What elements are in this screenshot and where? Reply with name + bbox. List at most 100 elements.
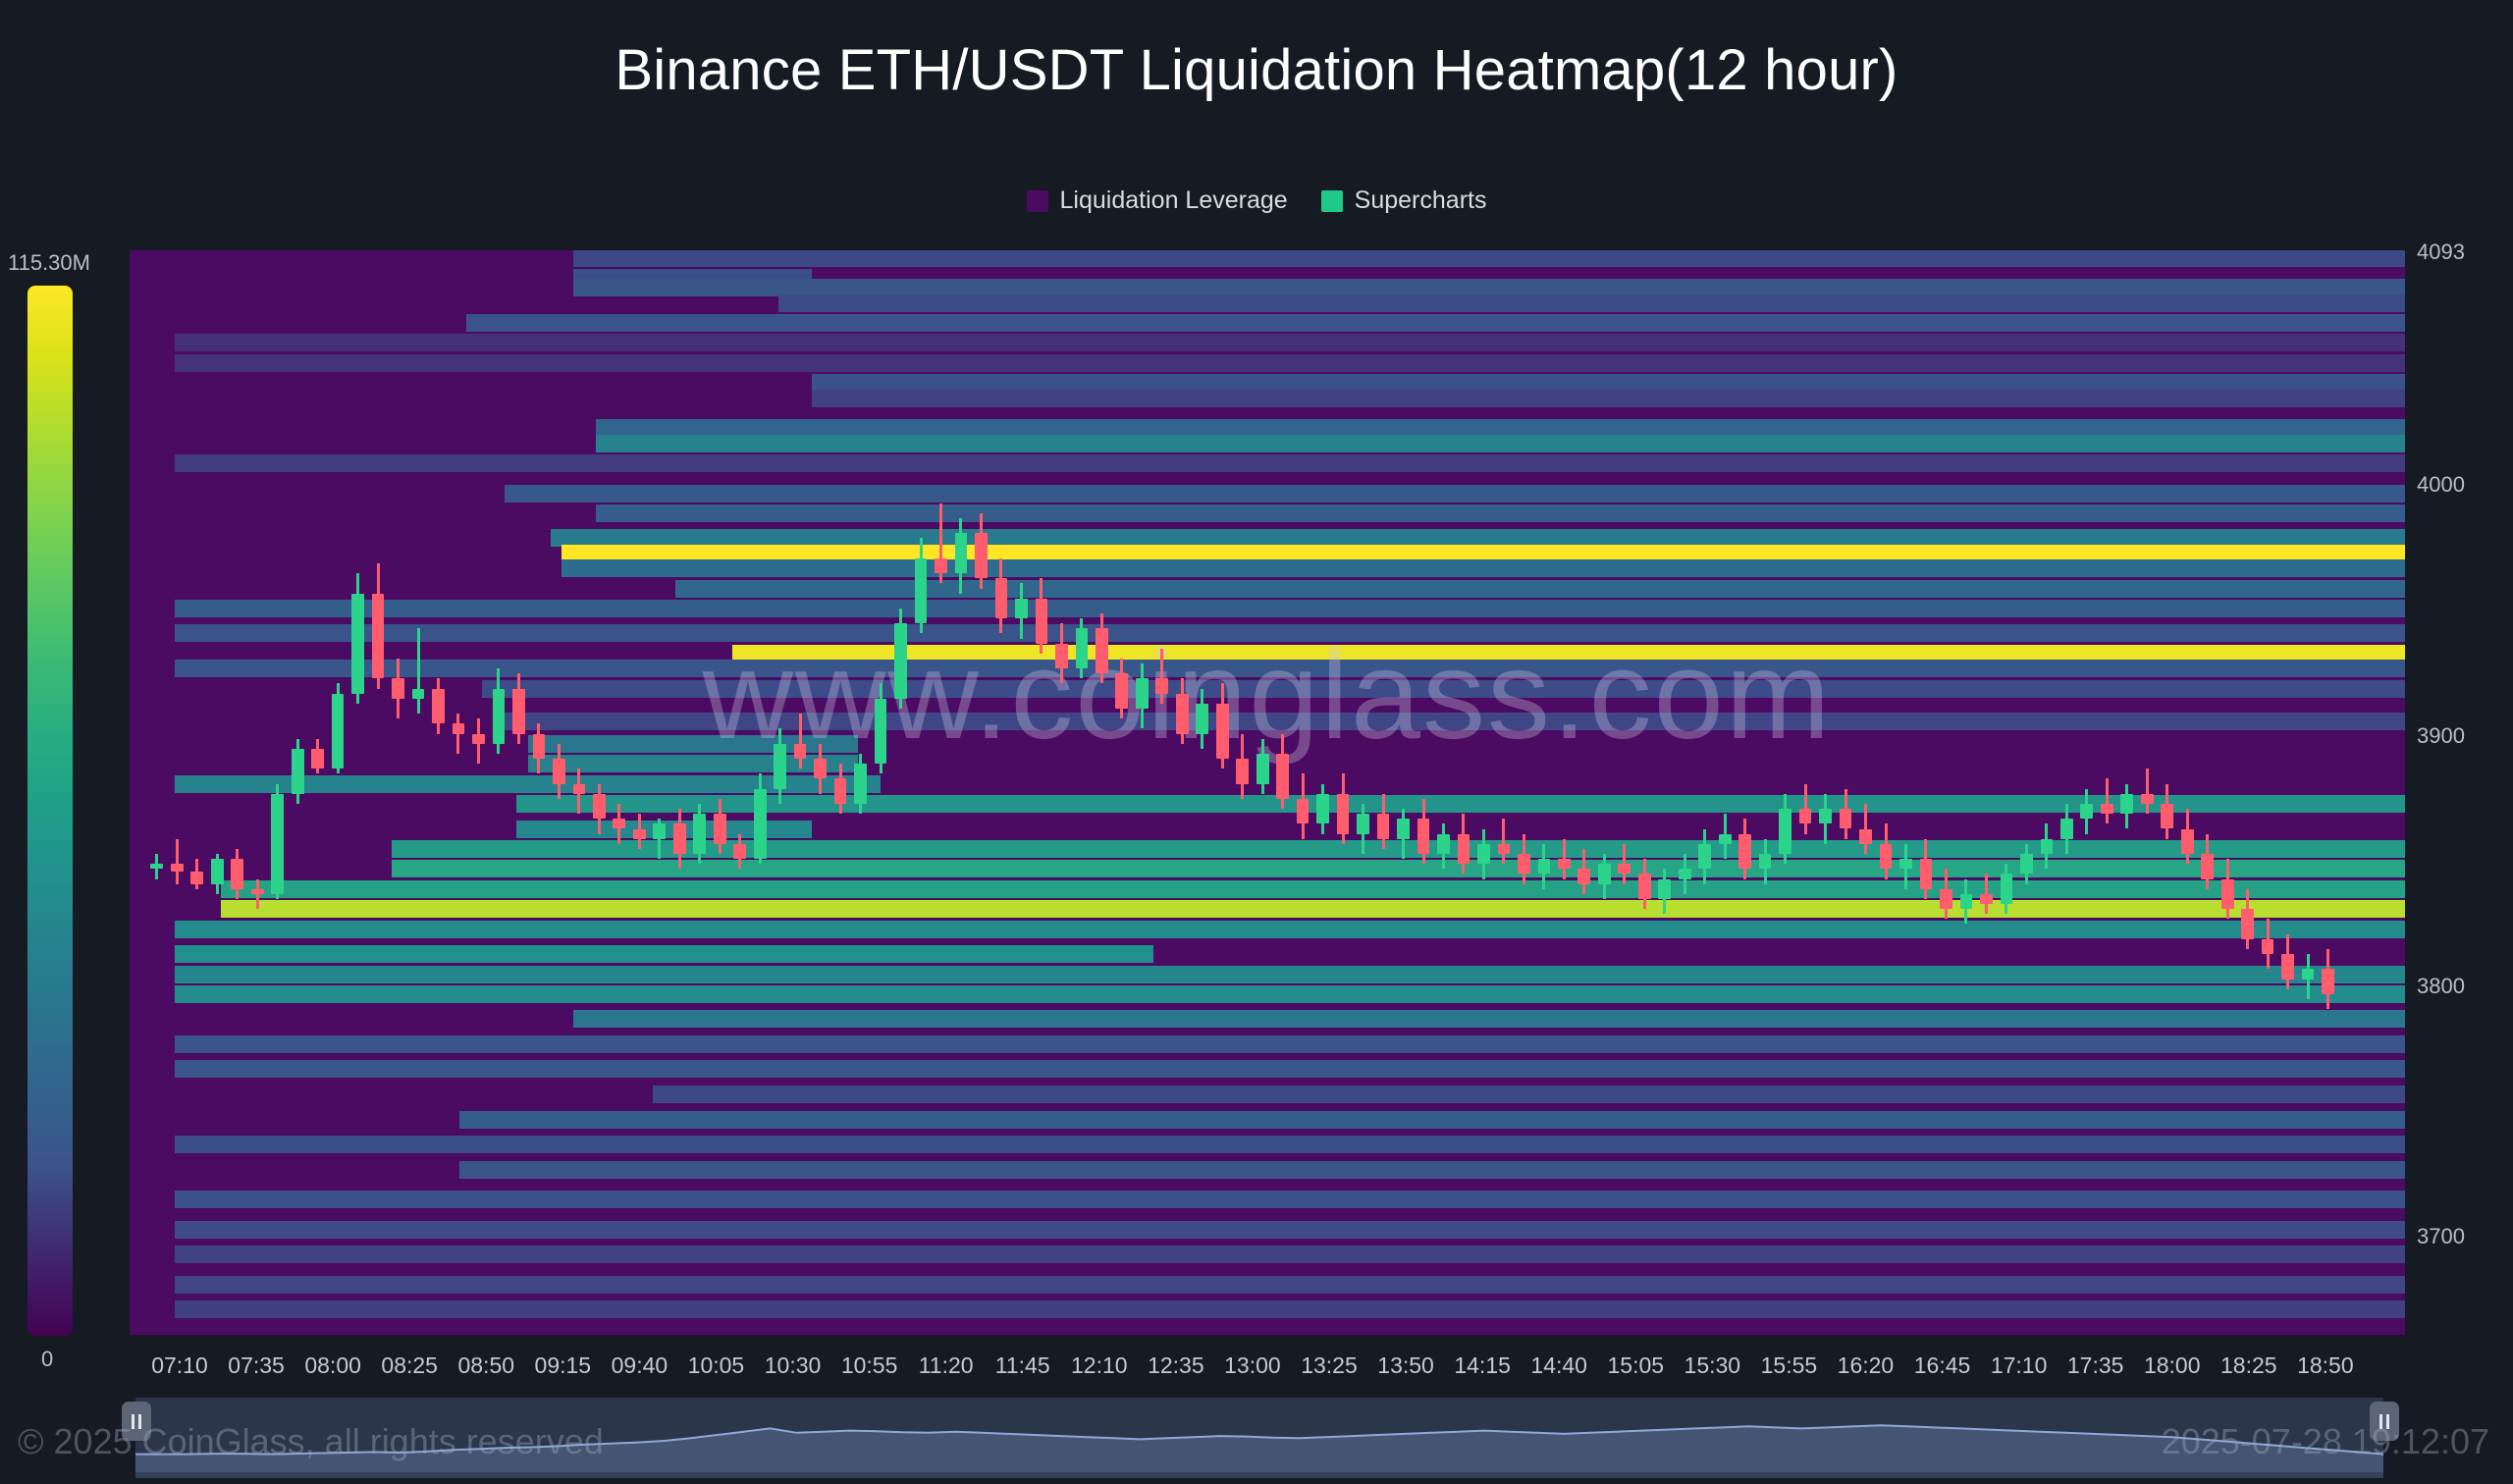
y-axis-tick-label: 3900 [2417,722,2465,748]
candlestick-wick [658,819,662,860]
candlestick [1357,250,1369,1335]
x-axis-tick-label: 15:30 [1684,1352,1741,1378]
x-axis-tick-label: 18:50 [2297,1352,2354,1378]
candlestick-body [1618,864,1631,874]
candlestick [2140,250,2154,1335]
candlestick [613,250,626,1335]
x-axis-tick-label: 08:50 [457,1352,515,1378]
candlestick [1839,250,1852,1335]
x-axis-tick-label: 08:00 [304,1352,361,1378]
x-axis-tick-label: 08:25 [381,1352,438,1378]
heatmap-band [573,1010,2405,1029]
candlestick-body [1276,753,1289,799]
candlestick-body [532,733,546,760]
candlestick-body [1477,843,1490,865]
candlestick-body [793,743,807,760]
navigator-right-handle[interactable] [2370,1402,2399,1441]
candlestick-body [1698,843,1712,870]
colorbar-gradient [27,286,73,1336]
candlestick [2100,250,2113,1335]
candlestick [874,250,887,1335]
candlestick [1276,250,1289,1335]
navigator-area-line [135,1424,2383,1456]
x-axis-tick-label: 16:20 [1837,1352,1895,1378]
candlestick-body [975,533,988,579]
colorbar-max-label: 115.30M [8,250,90,275]
navigator-left-handle[interactable] [122,1402,151,1441]
heatmap-band [466,314,2405,332]
copyright-text: © 2025 CoinGlass, all rights reserved [18,1421,604,1461]
timestamp-text: 2025-07-28 19:12:07 [2161,1421,2489,1461]
candlestick-wick [939,503,942,584]
candlestick [833,250,847,1335]
candlestick [593,250,606,1335]
range-navigator[interactable] [0,1392,2513,1484]
candlestick [2020,250,2033,1335]
candlestick [1597,250,1611,1335]
candlestick [371,250,385,1335]
x-axis-tick-label: 15:55 [1760,1352,1818,1378]
y-axis-tick-label: 3700 [2417,1223,2465,1248]
heatmap-band [175,1191,2405,1209]
candlestick-body [572,783,586,794]
candlestick-body [231,859,244,889]
candlestick-body [874,698,887,765]
candlestick [411,250,425,1335]
candlestick [1959,250,1973,1335]
candlestick-body [613,819,626,829]
heatmap-band [459,1160,2405,1179]
candlestick-body [1236,759,1250,784]
candlestick-body [1798,809,1812,824]
legend-item-supercharts[interactable]: Supercharts [1320,186,1486,215]
heatmap-band [516,794,2405,813]
candlestick [2322,250,2334,1335]
candlestick [713,250,726,1335]
heatmap-band [175,984,2405,1003]
legend-label: Liquidation Leverage [1059,186,1288,214]
candlestick-body [1075,628,1089,669]
heatmap-band [220,900,2405,919]
candlestick [1859,250,1872,1335]
heatmap-band [812,389,2405,407]
candlestick [250,250,264,1335]
candlestick-body [1577,869,1591,884]
x-axis-tick-label: 10:05 [687,1352,745,1378]
candlestick-body [733,843,747,860]
legend-item-liquidation-leverage[interactable]: Liquidation Leverage [1026,186,1288,215]
heatmap-band [220,879,2405,898]
heatmap-band [732,644,2405,662]
candlestick-body [452,723,465,734]
heatmap-band [175,920,2405,938]
candlestick-wick [1502,819,1506,865]
x-axis-tick-label: 07:35 [228,1352,285,1378]
candlestick-body [1336,793,1350,834]
candlestick-body [1637,874,1651,899]
candlestick-body [954,533,968,574]
candlestick-body [1457,833,1470,865]
candlestick-body [774,743,786,789]
candlestick-body [271,793,285,894]
heatmap-plot-area[interactable]: www.coinglass.com [130,250,2405,1335]
x-axis-tick-label: 14:40 [1530,1352,1587,1378]
x-axis-tick-label: 09:15 [534,1352,592,1378]
candlestick-body [351,593,364,694]
candlestick [1899,250,1912,1335]
candlestick [2080,250,2094,1335]
candlestick [1256,250,1269,1335]
candlestick-body [894,623,907,699]
candlestick [1477,250,1490,1335]
candlestick [1879,250,1893,1335]
candlestick-body [512,688,525,734]
candlestick-body [1859,828,1872,844]
navigator-selected-range[interactable] [135,1398,2383,1472]
candlestick-wick [2145,768,2149,815]
candlestick-body [1919,859,1933,889]
candlestick [1055,250,1068,1335]
candlestick-body [1296,798,1310,824]
heatmap-band [573,279,2405,297]
candlestick-body [250,888,264,894]
candlestick-body [1055,643,1068,669]
x-axis-tick-label: 14:15 [1454,1352,1511,1378]
candlestick-body [672,823,686,854]
x-axis-tick-label: 17:10 [1990,1352,2048,1378]
